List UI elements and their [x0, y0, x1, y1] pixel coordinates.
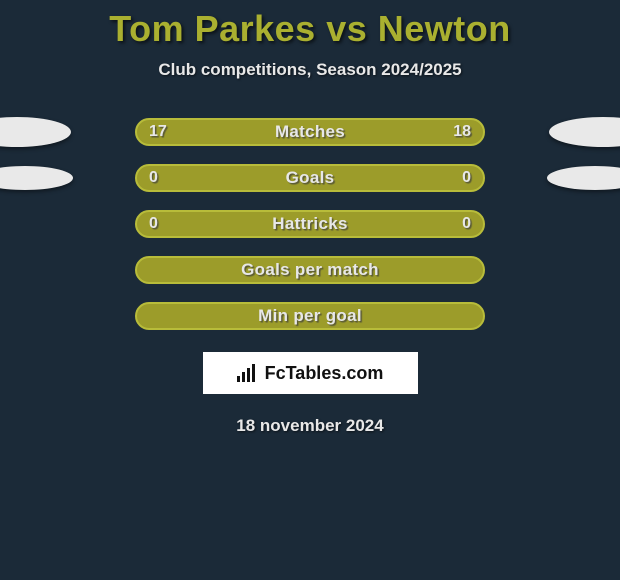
player-right-marker: [549, 117, 620, 147]
player-right-marker: [547, 166, 620, 190]
stat-value-left: 17: [149, 123, 167, 141]
source-logo: FcTables.com: [203, 352, 418, 394]
stat-label: Goals: [286, 168, 335, 188]
stat-label: Goals per match: [241, 260, 379, 280]
stat-label: Matches: [275, 122, 345, 142]
stat-bar: Min per goal: [135, 302, 485, 330]
stat-bar: 17 Matches 18: [135, 118, 485, 146]
stat-row: 0 Goals 0: [135, 164, 485, 192]
stat-value-right: 18: [453, 123, 471, 141]
stat-value-left: 0: [149, 215, 158, 233]
stat-row: 0 Hattricks 0: [135, 210, 485, 238]
card-title: Tom Parkes vs Newton: [0, 8, 620, 50]
stat-row: Goals per match: [135, 256, 485, 284]
stat-row: 17 Matches 18: [135, 118, 485, 146]
stat-value-left: 0: [149, 169, 158, 187]
player-left-marker: [0, 166, 73, 190]
comparison-card: Tom Parkes vs Newton Club competitions, …: [0, 0, 620, 436]
stat-bar: Goals per match: [135, 256, 485, 284]
logo-text: FcTables.com: [265, 363, 384, 384]
date-line: 18 november 2024: [0, 416, 620, 436]
stat-value-right: 0: [462, 169, 471, 187]
stat-row: Min per goal: [135, 302, 485, 330]
stat-rows: 17 Matches 18 0 Goals 0 0 Hattricks 0 Goals per m…: [135, 118, 485, 330]
stat-bar: 0 Goals 0: [135, 164, 485, 192]
stat-value-right: 0: [462, 215, 471, 233]
player-left-marker: [0, 117, 71, 147]
stat-label: Min per goal: [258, 306, 362, 326]
stat-label: Hattricks: [272, 214, 347, 234]
card-subtitle: Club competitions, Season 2024/2025: [0, 60, 620, 80]
bars-icon: [237, 364, 259, 382]
stat-bar: 0 Hattricks 0: [135, 210, 485, 238]
